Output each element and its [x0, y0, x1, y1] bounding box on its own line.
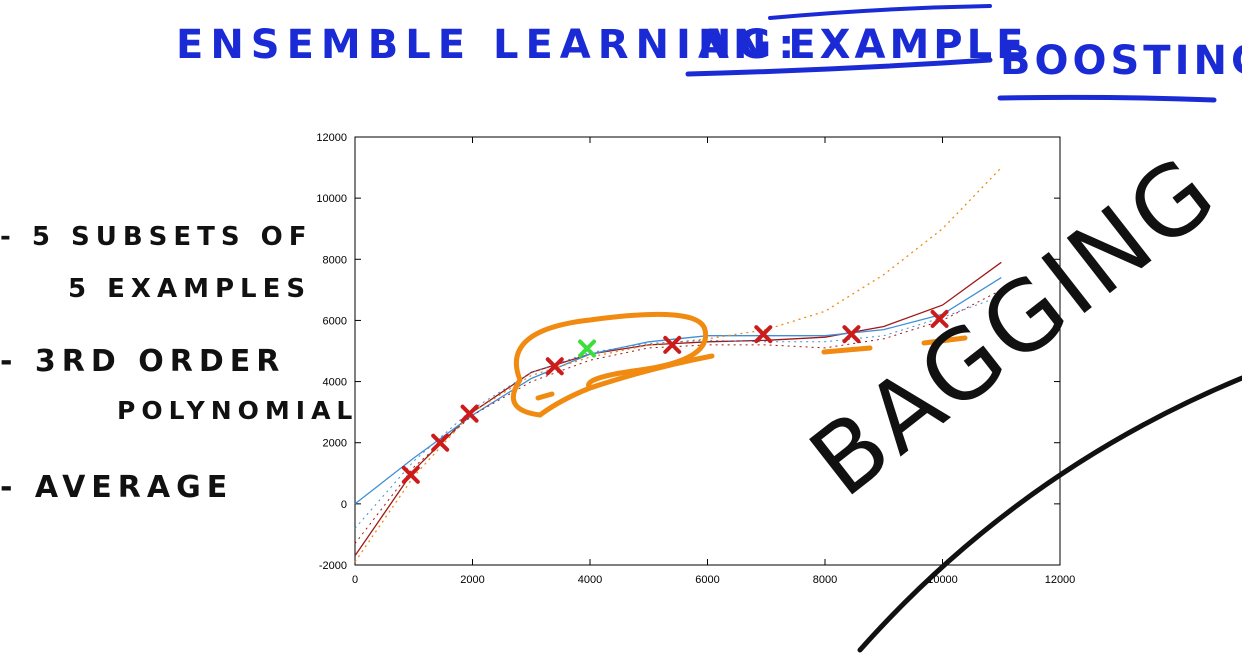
x-tick-label: 8000	[813, 574, 837, 586]
data-point	[460, 404, 479, 423]
orange-dash-1	[587, 353, 715, 391]
y-tick-label: 6000	[323, 315, 347, 327]
orange-dash-2	[535, 391, 555, 401]
data-point	[545, 357, 564, 376]
orange-dash-4	[921, 335, 968, 346]
title-ensemble-learning: ENSEMBLE LEARNING:	[176, 22, 802, 68]
data-point	[431, 433, 450, 452]
y-tick-label: 10000	[316, 193, 347, 205]
note-order: - 3RD ORDER	[0, 344, 286, 379]
orange-dash-3	[821, 345, 873, 355]
note-examples: 5 EXAMPLES	[68, 274, 312, 304]
data-point	[663, 335, 682, 354]
data-point	[930, 309, 949, 328]
highlighted-data-point	[578, 339, 597, 358]
x-tick-label: 2000	[460, 574, 484, 586]
y-tick-label: 8000	[323, 254, 347, 266]
title-boosting: BOOSTING	[1000, 38, 1242, 84]
strike-through-line	[768, 4, 992, 20]
bagging-crossing-line	[857, 375, 1242, 653]
y-tick-label: 4000	[323, 377, 347, 389]
chart-axes: 0 2000 4000 6000 8000 10000 12000 -2000 0 2000 400…	[316, 132, 1075, 586]
fit-curve-dotted-orange	[354, 167, 1002, 563]
x-tick-label: 0	[352, 574, 358, 586]
x-tick-label: 4000	[578, 574, 602, 586]
note-subsets: - 5 SUBSETS OF	[0, 222, 313, 252]
data-point	[842, 325, 861, 344]
underline-struck-text	[685, 57, 993, 77]
y-tick-label: -2000	[319, 560, 347, 572]
y-tick-label: 2000	[323, 438, 347, 450]
y-tick-label: 12000	[316, 132, 347, 144]
note-polynomial: POLYNOMIAL	[117, 396, 359, 425]
orange-annotations	[510, 311, 968, 418]
data-point	[401, 465, 420, 484]
title-pen-strokes	[685, 4, 1217, 103]
y-tick-label: 0	[341, 499, 347, 511]
note-average: - AVERAGE	[0, 470, 234, 505]
underline-boosting	[997, 94, 1217, 103]
data-point	[754, 325, 773, 344]
chart-points	[401, 309, 949, 484]
x-tick-label: 12000	[1045, 574, 1076, 586]
x-tick-label: 6000	[695, 574, 719, 586]
